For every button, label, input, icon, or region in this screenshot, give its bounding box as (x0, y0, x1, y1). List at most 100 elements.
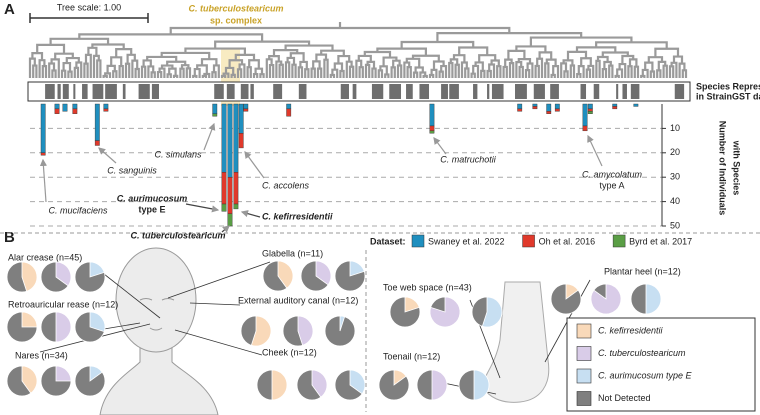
tree-branch (614, 74, 620, 78)
bar-segment (429, 125, 435, 132)
tree-branch (339, 69, 345, 78)
complex-label: sp. complex (210, 15, 262, 25)
bar-segment (221, 203, 227, 212)
panel-label: A (4, 1, 15, 18)
annotation: C. matruchotii (440, 154, 497, 164)
bar-segment (40, 152, 46, 156)
y-tick-label: 10 (670, 123, 680, 133)
pies: Alar crease (n=45) Retroauricular rease (… (6, 248, 681, 401)
pie-slice (393, 369, 407, 386)
bar-segment (429, 130, 435, 134)
bar-segment (62, 103, 68, 112)
tree-branch (563, 70, 569, 78)
pie-slice (565, 283, 579, 300)
tree-branch (166, 73, 172, 78)
strip-label: Species Represented (696, 81, 760, 91)
bar-segment (554, 108, 560, 112)
annotation-arrow (203, 122, 216, 151)
tree-branch (428, 73, 435, 78)
bar-segment (238, 133, 244, 149)
tree-branch (419, 71, 427, 78)
tree-branch (633, 65, 640, 78)
tree-branch (268, 63, 275, 78)
tree-branch (681, 69, 688, 78)
tree-branch (550, 73, 556, 78)
tree-branch (265, 58, 273, 78)
tree-branch (73, 66, 80, 78)
tree-branch (118, 64, 124, 78)
tree-branch (472, 64, 480, 78)
strip-block (122, 84, 126, 99)
legend-label: Oh et al. 2016 (539, 236, 596, 246)
bar-segment (554, 103, 560, 110)
tree-branch (627, 65, 633, 78)
pie-slice (590, 283, 622, 315)
legend-title: Dataset: (370, 236, 406, 246)
tree-branch (323, 58, 329, 78)
tree-branch (254, 67, 264, 75)
bar-segment (40, 103, 46, 153)
tree-branch (478, 54, 497, 63)
site-label: Glabella (n=11) (262, 248, 323, 258)
strip-block (105, 84, 117, 99)
tree (28, 22, 688, 78)
pie-slice (21, 311, 38, 328)
tree-branch (236, 68, 243, 78)
strip-block (630, 84, 640, 99)
tree-branch (603, 60, 612, 70)
tree-branch (160, 51, 211, 60)
strip-block (441, 84, 448, 99)
strip-block (550, 84, 559, 99)
tree-branch (83, 62, 89, 78)
annotation-arrow (98, 147, 117, 164)
tree-branch (585, 68, 592, 78)
pie-slice (473, 369, 490, 401)
legend-swatch (576, 391, 592, 406)
strip-block (57, 84, 61, 99)
tree-branch (422, 74, 428, 78)
annotation: C. simulans (154, 149, 202, 159)
strip-block (340, 84, 349, 99)
annotation: C. mucifaciens (48, 205, 108, 215)
tree-branch (32, 64, 38, 78)
strip-block (371, 84, 384, 99)
tree-branch (304, 68, 310, 78)
tree-branch (142, 59, 152, 67)
strip-block (82, 84, 88, 99)
tree-branch (576, 73, 582, 78)
tree-branch (140, 65, 147, 78)
tree-branch (36, 43, 66, 54)
bar-segment (612, 103, 618, 107)
bar-segment (72, 103, 78, 110)
strip-block (487, 84, 490, 99)
site-label: Nares (n=34) (15, 350, 68, 360)
tree-branch (414, 66, 424, 73)
tree-branch (112, 70, 118, 78)
site-connector (189, 302, 241, 306)
tree-branch (310, 67, 316, 78)
complex-label: C. tuberculostearicum (188, 3, 283, 13)
annotation-arrow (240, 210, 261, 218)
tree-branch (92, 54, 100, 78)
tree-branch (147, 65, 155, 78)
tree-branch (28, 57, 36, 78)
tree-branch (96, 59, 102, 78)
tree-branch (275, 60, 283, 78)
shoulders (99, 344, 219, 415)
tree-branch (252, 72, 259, 78)
strip-label: in StrainGST database (696, 91, 760, 101)
legend-swatch (576, 323, 592, 339)
bar-segment (517, 108, 523, 112)
tree-branch (259, 73, 265, 78)
annotation: C. accolens (262, 180, 310, 190)
tree-branch (403, 61, 411, 78)
pie-slice (271, 369, 288, 401)
tree-branch (102, 74, 108, 78)
tree-branch (246, 66, 252, 78)
tree-branch (560, 62, 568, 78)
pie-slice (431, 369, 448, 401)
legend-label: C. kefirresidentii (598, 325, 664, 335)
tree-branch (192, 74, 198, 78)
tree-branch (110, 56, 123, 67)
